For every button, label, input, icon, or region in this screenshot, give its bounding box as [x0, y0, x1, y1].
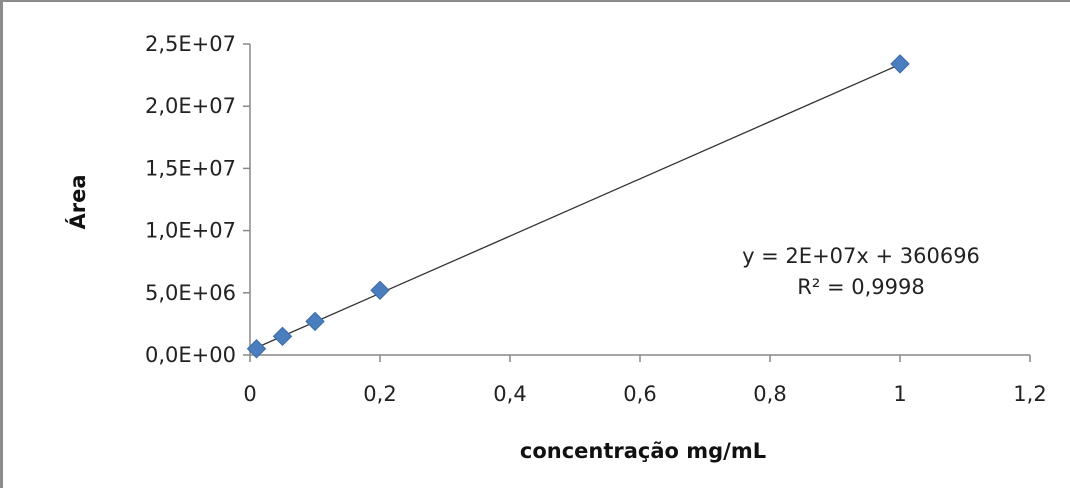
- y-tick-label: 2,0E+07: [145, 94, 236, 118]
- x-tick-label: 0,2: [363, 382, 396, 406]
- data-point: [305, 311, 325, 332]
- trendline-line: [256, 63, 901, 349]
- data-points: [246, 54, 910, 359]
- x-tick-label: 0: [243, 382, 256, 406]
- y-tick-label: 5,0E+06: [145, 281, 236, 305]
- trendline-equation: y = 2E+07x + 360696: [742, 244, 980, 268]
- x-tick-label: 0,8: [753, 382, 786, 406]
- y-tick-label: 1,0E+07: [145, 219, 236, 243]
- x-tick-label: 0,6: [623, 382, 656, 406]
- y-axis: 0,0E+00 5,0E+06 1,0E+07 1,5E+07 2,0E+07 2,5E+…: [145, 32, 251, 367]
- x-tick-label: 0,4: [493, 382, 526, 406]
- trendline: [256, 63, 901, 349]
- data-point: [890, 54, 910, 74]
- x-axis: 0 0,2 0,4 0,6 0,8 1 1,2: [243, 354, 1047, 406]
- scatter-chart: 0,0E+00 5,0E+06 1,0E+07 1,5E+07 2,0E+07 2,5E+…: [65, 32, 1047, 463]
- x-tick-label: 1: [893, 382, 906, 406]
- y-tick-label: 2,5E+07: [145, 32, 236, 56]
- data-point: [370, 280, 390, 301]
- x-axis-title: concentração mg/mL: [520, 439, 766, 463]
- y-tick-label: 0,0E+00: [145, 343, 236, 367]
- r-squared-label: R² = 0,9998: [797, 275, 924, 299]
- data-point: [246, 339, 267, 359]
- y-tick-label: 1,5E+07: [145, 156, 236, 180]
- x-tick-label: 1,2: [1013, 382, 1046, 406]
- data-point: [272, 326, 293, 347]
- y-axis-title: Área: [65, 174, 90, 229]
